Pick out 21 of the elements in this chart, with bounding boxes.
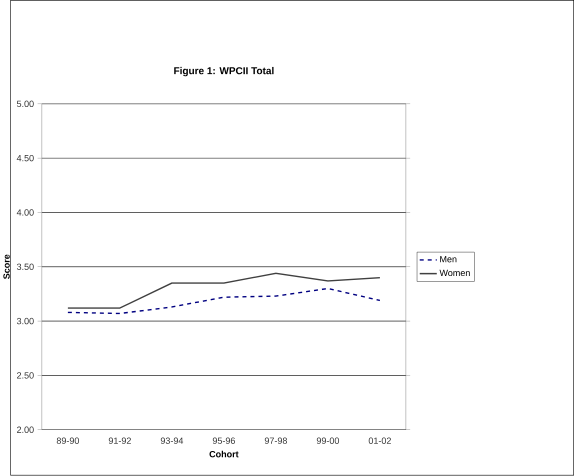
legend-label: Women [440,270,470,276]
x-tick-label: 99-00 [316,438,340,444]
y-tick-label: 5.00 [16,100,34,108]
x-tick-label: 01-02 [368,438,391,444]
line-series [67,272,381,309]
x-axis-title: Cohort [210,450,239,458]
y-tick-label: 4.50 [16,155,34,162]
x-tick-label: 95-96 [212,438,235,444]
y-tick-label: 3.00 [16,318,34,325]
x-tick-label: 93-94 [160,438,184,444]
y-axis-title: Score [3,254,10,280]
legend-label: Men [440,256,456,263]
chart-title: Figure 1: WPCII Total [174,67,274,77]
y-tick-label: 2.50 [17,372,34,379]
y-tick-label: 2.00 [17,426,34,434]
line-series [67,288,381,314]
x-tick-label: 91-92 [108,438,131,444]
y-tick-label: 3.50 [16,264,34,270]
y-tick-label: 4.00 [16,209,34,216]
x-tick-label: 89-90 [56,438,80,444]
x-tick-label: 97-98 [264,438,287,444]
